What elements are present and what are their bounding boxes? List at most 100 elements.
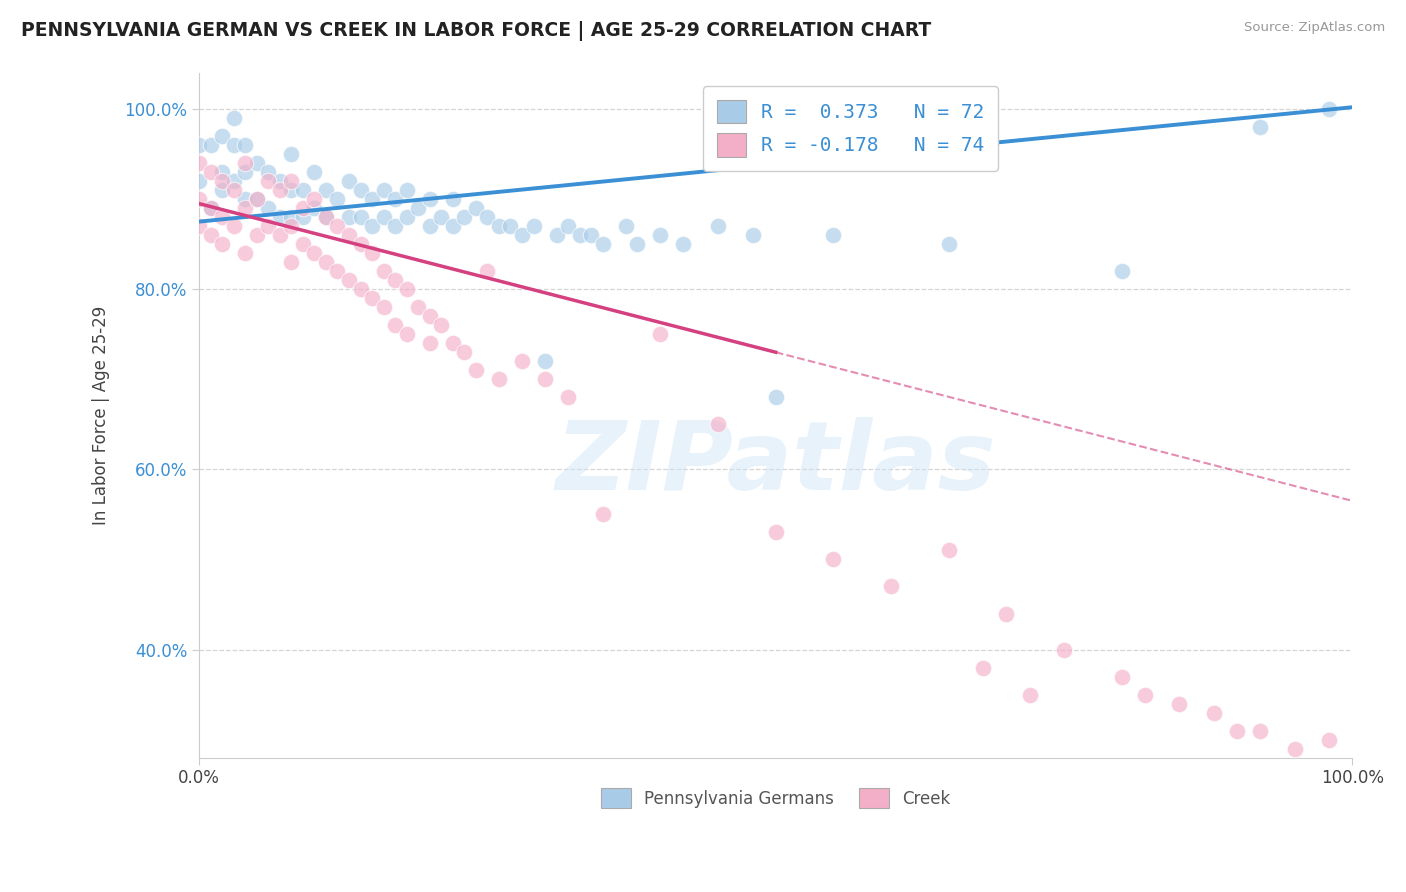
Point [337, 174, 360, 188]
Point [361, 291, 384, 305]
Point [257, 174, 280, 188]
Point [384, 192, 406, 206]
Point [707, 417, 730, 432]
Point [280, 255, 302, 269]
Point [246, 156, 269, 170]
Point [765, 390, 787, 404]
Point [373, 183, 395, 197]
Point [291, 201, 314, 215]
Point [246, 192, 269, 206]
Point [1319, 732, 1341, 747]
Y-axis label: In Labor Force | Age 25-29: In Labor Force | Age 25-29 [93, 306, 110, 524]
Text: ZIPatlas: ZIPatlas [555, 417, 995, 509]
Point [315, 210, 337, 224]
Point [349, 282, 371, 296]
Point [419, 336, 441, 351]
Point [233, 138, 256, 153]
Point [211, 237, 233, 252]
Point [568, 228, 591, 243]
Point [200, 201, 222, 215]
Point [419, 310, 441, 324]
Point [534, 354, 557, 368]
Point [522, 219, 544, 234]
Point [672, 237, 695, 252]
Point [269, 228, 291, 243]
Point [349, 210, 371, 224]
Point [1111, 669, 1133, 683]
Point [406, 201, 429, 215]
Point [269, 210, 291, 224]
Point [200, 201, 222, 215]
Point [395, 210, 418, 224]
Point [823, 552, 845, 566]
Point [373, 210, 395, 224]
Point [373, 264, 395, 278]
Point [222, 174, 245, 188]
Point [384, 318, 406, 333]
Point [650, 228, 672, 243]
Point [557, 219, 579, 234]
Point [823, 228, 845, 243]
Point [211, 183, 233, 197]
Point [246, 228, 269, 243]
Point [430, 318, 453, 333]
Point [280, 183, 302, 197]
Point [1249, 120, 1271, 134]
Point [419, 192, 441, 206]
Point [188, 192, 211, 206]
Point [337, 273, 360, 287]
Point [246, 192, 269, 206]
Point [1018, 688, 1040, 702]
Point [233, 201, 256, 215]
Point [200, 165, 222, 179]
Point [614, 219, 637, 234]
Point [188, 174, 211, 188]
Point [395, 282, 418, 296]
Point [488, 219, 510, 234]
Point [280, 210, 302, 224]
Point [510, 354, 533, 368]
Point [304, 246, 326, 260]
Point [222, 111, 245, 125]
Point [291, 183, 314, 197]
Point [384, 273, 406, 287]
Point [488, 372, 510, 386]
Point [233, 246, 256, 260]
Point [441, 192, 464, 206]
Point [510, 228, 533, 243]
Point [972, 660, 994, 674]
Point [453, 210, 475, 224]
Point [304, 201, 326, 215]
Point [880, 579, 903, 593]
Point [938, 543, 960, 558]
Point [326, 219, 349, 234]
Point [995, 607, 1018, 621]
Point [650, 327, 672, 342]
Point [361, 246, 384, 260]
Point [1249, 723, 1271, 738]
Point [534, 372, 557, 386]
Point [453, 345, 475, 359]
Point [361, 192, 384, 206]
Point [1319, 102, 1341, 116]
Point [337, 228, 360, 243]
Point [430, 210, 453, 224]
Point [349, 183, 371, 197]
Point [765, 525, 787, 540]
Text: PENNSYLVANIA GERMAN VS CREEK IN LABOR FORCE | AGE 25-29 CORRELATION CHART: PENNSYLVANIA GERMAN VS CREEK IN LABOR FO… [21, 21, 931, 40]
Point [419, 219, 441, 234]
Point [326, 192, 349, 206]
Point [1284, 741, 1306, 756]
Point [200, 138, 222, 153]
Point [315, 210, 337, 224]
Point [280, 174, 302, 188]
Point [557, 390, 579, 404]
Point [477, 264, 499, 278]
Point [315, 183, 337, 197]
Point [280, 219, 302, 234]
Point [384, 219, 406, 234]
Point [257, 201, 280, 215]
Point [211, 165, 233, 179]
Point [579, 228, 602, 243]
Point [222, 183, 245, 197]
